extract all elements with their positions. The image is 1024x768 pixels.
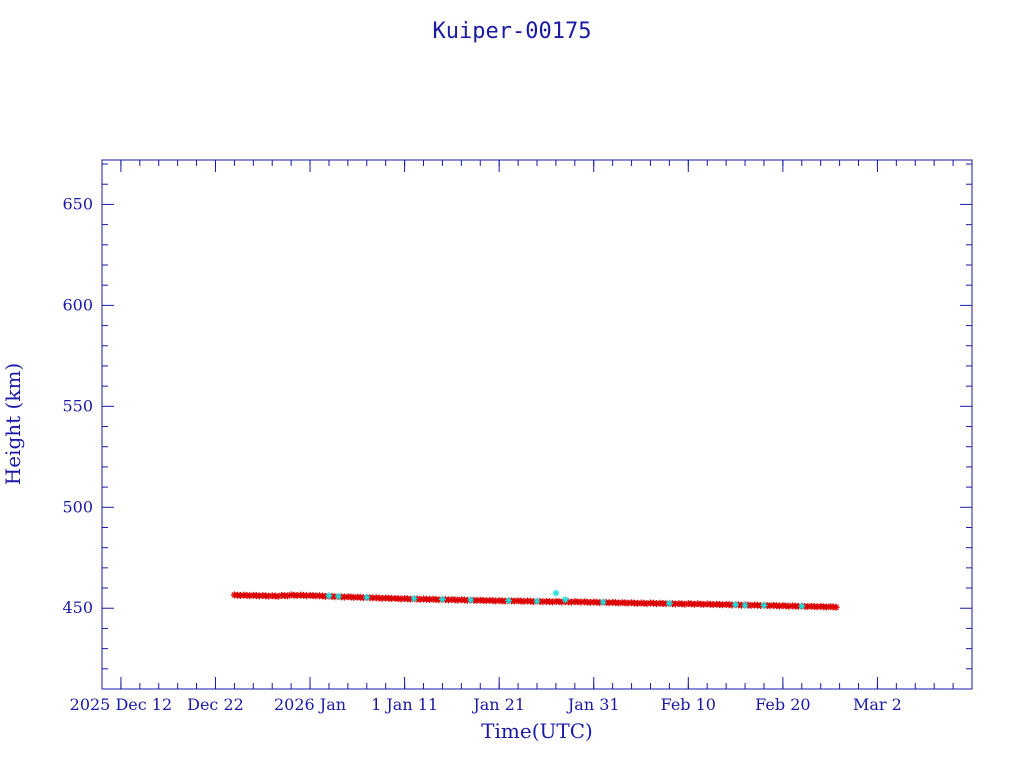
x-tick-label: Jan 31 <box>566 695 620 714</box>
data-points <box>230 589 840 611</box>
x-tick-label: 2026 Jan <box>274 695 346 714</box>
data-point-red <box>548 598 556 606</box>
data-point-cyan <box>561 596 569 604</box>
x-tick-label: 2025 Dec 12 <box>70 695 173 714</box>
x-tick-label: Feb 20 <box>755 695 810 714</box>
x-tick-label: Dec 22 <box>187 695 244 714</box>
data-point-red <box>567 598 575 606</box>
data-point-cyan <box>438 595 446 603</box>
data-point-cyan <box>732 601 740 609</box>
y-tick-label: 650 <box>62 194 93 213</box>
y-axis-label: Height (km) <box>1 363 25 485</box>
y-axis-ticks: 450 500 550 600 650 <box>62 163 972 690</box>
data-point-cyan <box>798 602 806 610</box>
data-point-red <box>284 592 292 600</box>
data-point-cyan <box>741 601 749 609</box>
y-tick-label: 600 <box>62 295 93 314</box>
data-point-cyan <box>599 598 607 606</box>
x-tick-label: Jan 21 <box>471 695 525 714</box>
x-axis-ticks: 2025 Dec 12 Dec 22 2026 Jan 1 Jan 11 Jan 21 J… <box>70 160 973 714</box>
data-point-cyan <box>533 597 541 605</box>
data-point-cyan <box>467 596 475 604</box>
plot-frame <box>101 159 973 690</box>
y-tick-label: 500 <box>62 497 93 516</box>
x-tick-label: Mar 2 <box>853 695 902 714</box>
data-point-cyan <box>760 601 768 609</box>
y-tick-label: 550 <box>62 396 93 415</box>
data-point-red <box>832 603 840 611</box>
data-point-cyan <box>505 597 513 605</box>
x-axis-label: Time(UTC) <box>481 719 593 743</box>
data-point-cyan <box>552 589 560 597</box>
data-point-red <box>681 600 689 608</box>
data-point-cyan <box>325 592 333 600</box>
data-point-cyan <box>334 592 342 600</box>
data-point-cyan <box>410 595 418 603</box>
x-tick-label: 1 Jan 11 <box>371 695 438 714</box>
chart-title: Kuiper-00175 <box>433 19 592 44</box>
data-point-cyan <box>363 593 371 601</box>
y-tick-label: 450 <box>62 598 93 617</box>
data-point-red <box>274 592 282 600</box>
data-point-cyan <box>665 599 673 607</box>
x-tick-label: Feb 10 <box>661 695 716 714</box>
